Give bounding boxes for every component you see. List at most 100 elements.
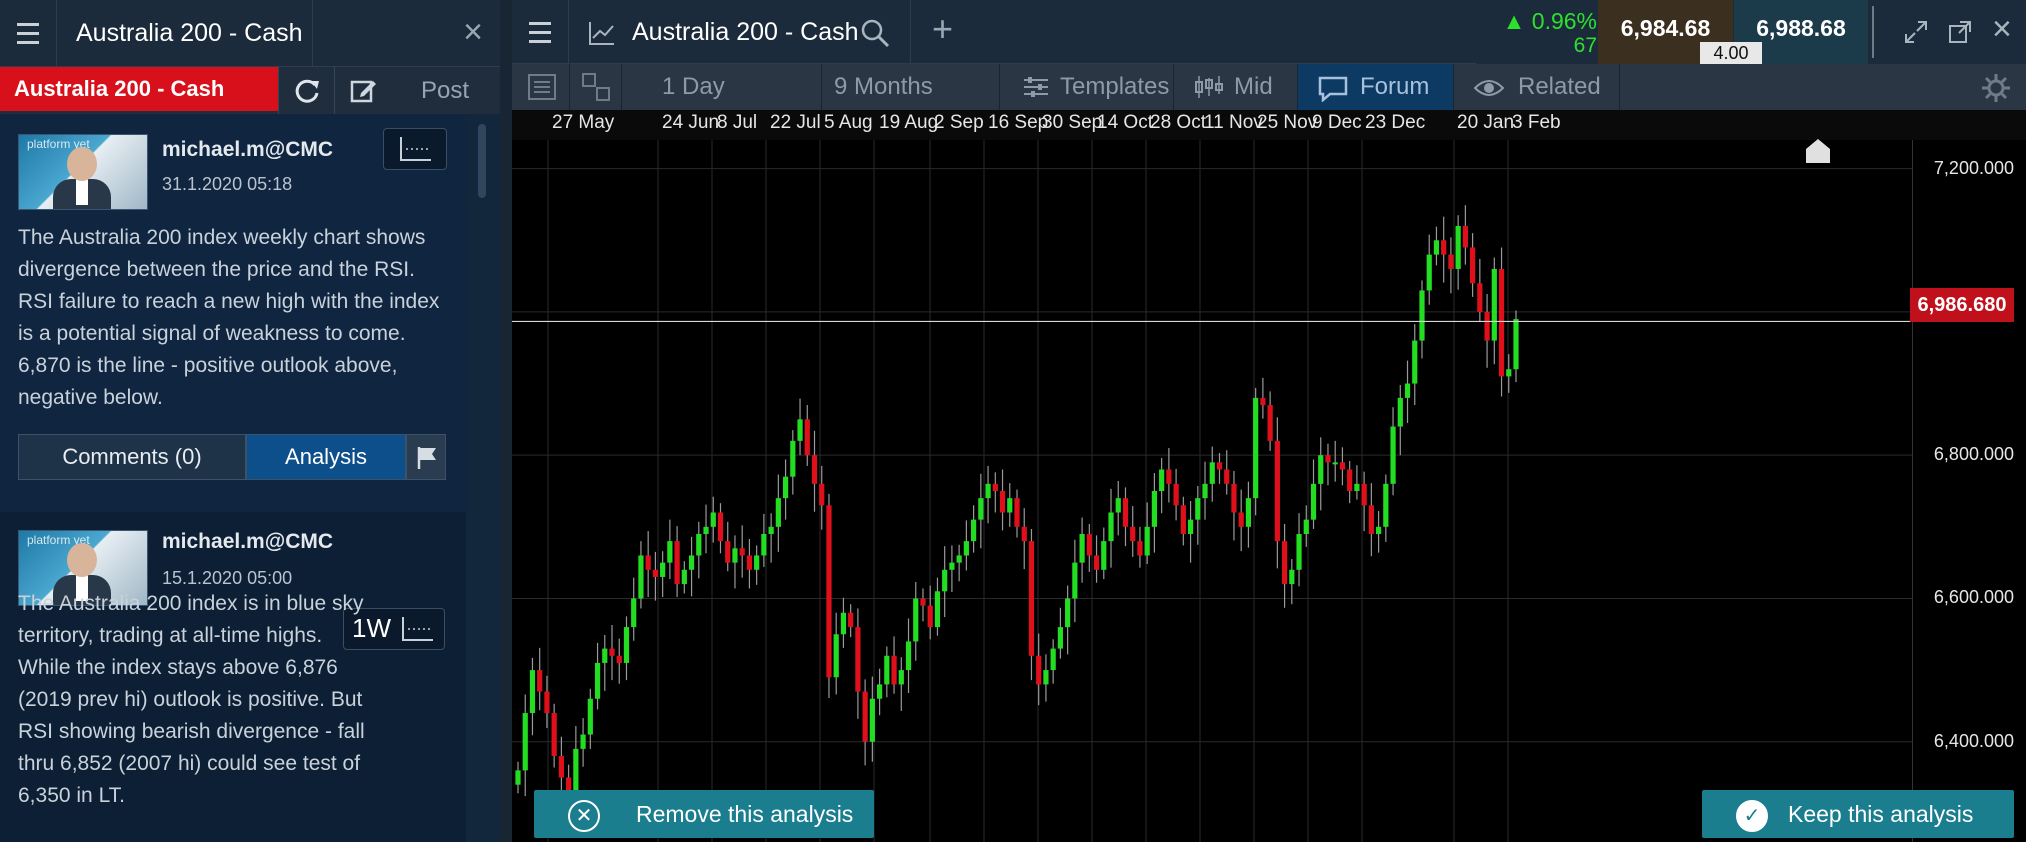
- settings-icon[interactable]: [1982, 74, 2010, 102]
- forum-feed[interactable]: platform yet michael.m@CMC 31.1.2020 05:…: [0, 114, 466, 842]
- popout-icon[interactable]: [1948, 20, 1972, 44]
- forum-post: platform yet michael.m@CMC 31.1.2020 05:…: [0, 114, 466, 512]
- y-tick-label: 6,800.000: [1933, 444, 2014, 465]
- candle-body: [971, 519, 977, 542]
- refresh-icon[interactable]: [278, 67, 334, 114]
- candlestick-chart[interactable]: [512, 140, 1912, 842]
- x-tick-label: 20 Jan: [1457, 112, 1515, 133]
- range-select[interactable]: 9 Months: [822, 64, 1000, 110]
- remove-analysis-button[interactable]: ✕ Remove this analysis: [534, 790, 874, 838]
- candle-body: [754, 555, 760, 570]
- candle-body: [710, 512, 716, 527]
- candle-body: [1289, 569, 1295, 585]
- chart-title[interactable]: Australia 200 - Cash: [632, 18, 859, 46]
- feed-scrollbar[interactable]: [466, 114, 500, 842]
- candle-body: [717, 512, 724, 542]
- chart-preview-button[interactable]: 1W: [343, 608, 445, 650]
- x-tick-label: 24 Jun: [662, 112, 720, 133]
- check-circle-icon: ✓: [1736, 800, 1768, 832]
- candle-body: [862, 691, 868, 742]
- layout-icon[interactable]: [570, 64, 622, 110]
- close-icon[interactable]: ×: [463, 13, 483, 51]
- x-axis: 27 May 24 Jun 8 Jul 22 Jul 5 Aug 19 Aug 2 Sep 1…: [512, 110, 2026, 140]
- x-tick-label: 25 Nov: [1257, 112, 1318, 133]
- candle-body: [1224, 469, 1230, 484]
- speech-bubble-icon: [1318, 76, 1348, 102]
- tab-related[interactable]: Related: [1454, 64, 1620, 110]
- candle-body: [1028, 541, 1035, 656]
- x-tick-label: 23 Dec: [1365, 112, 1426, 133]
- candle-body: [652, 569, 659, 577]
- candle-body: [804, 419, 810, 456]
- analysis-button[interactable]: Analysis: [246, 434, 406, 480]
- instrument-tag[interactable]: Australia 200 - Cash: [0, 67, 278, 111]
- candle-body: [1332, 462, 1338, 465]
- comments-button[interactable]: Comments (0): [18, 434, 246, 480]
- search-icon[interactable]: [860, 18, 890, 48]
- candle-body: [1339, 462, 1346, 470]
- candle-body: [992, 483, 998, 491]
- candle-body: [587, 698, 593, 735]
- expand-icon[interactable]: [1904, 20, 1928, 44]
- candle-body: [1086, 533, 1092, 556]
- candle-body: [1253, 397, 1259, 499]
- post-body: The Australia 200 index is in blue sky t…: [18, 592, 365, 807]
- price-type-button[interactable]: Mid: [1174, 64, 1298, 110]
- candle-body: [978, 498, 984, 520]
- candle-body: [1057, 627, 1063, 649]
- post-button[interactable]: Post: [390, 67, 500, 114]
- scrollbar-thumb[interactable]: [478, 124, 486, 198]
- panel-splitter[interactable]: [500, 0, 512, 842]
- candle-body: [631, 598, 637, 628]
- home-marker-icon[interactable]: [1804, 138, 1832, 164]
- x-tick-label: 27 May: [552, 112, 615, 133]
- candle-body: [1202, 483, 1208, 499]
- candle-body: [623, 627, 630, 663]
- post-date: 31.1.2020 05:18: [162, 174, 293, 194]
- candle-body: [1404, 383, 1411, 398]
- templates-button[interactable]: Templates: [1000, 64, 1174, 110]
- drag-handle-icon[interactable]: [1872, 6, 1884, 58]
- x-tick-label: 28 Oct: [1150, 112, 1206, 133]
- post-author[interactable]: michael.m@CMC: [162, 530, 334, 553]
- list-icon[interactable]: [512, 64, 570, 110]
- candle-body: [942, 569, 948, 592]
- add-icon[interactable]: +: [932, 8, 954, 49]
- candle-body: [1130, 526, 1136, 542]
- candle-body: [1093, 555, 1100, 570]
- candle-body: [833, 634, 839, 678]
- x-tick-label: 9 Dec: [1312, 112, 1362, 133]
- candle-body: [1412, 340, 1418, 384]
- candle-body: [775, 498, 781, 527]
- chart-preview-icon[interactable]: [383, 128, 447, 170]
- menu-icon[interactable]: [512, 0, 569, 64]
- interval-select[interactable]: 1 Day: [622, 64, 822, 110]
- candle-body: [1419, 290, 1425, 341]
- candle-body: [1484, 311, 1490, 341]
- eye-icon: [1474, 80, 1504, 96]
- edit-icon[interactable]: [334, 67, 390, 114]
- x-tick-label: 16 Sep: [988, 112, 1049, 133]
- candle-body: [1441, 240, 1447, 255]
- candle-body: [1477, 283, 1483, 312]
- candle-body: [674, 541, 680, 585]
- candle-body: [1462, 225, 1468, 248]
- keep-analysis-button[interactable]: ✓ Keep this analysis: [1702, 790, 2014, 838]
- close-icon[interactable]: ×: [1992, 10, 2012, 48]
- close-circle-icon: ✕: [568, 800, 600, 832]
- x-tick-label: 5 Aug: [824, 112, 873, 133]
- tab-forum[interactable]: Forum: [1298, 64, 1454, 110]
- avatar-caption: platform yet: [27, 137, 90, 151]
- menu-icon[interactable]: [0, 0, 57, 67]
- candle-body: [746, 555, 753, 570]
- change-percent: ▲ 0.96%: [1502, 8, 1597, 34]
- divider: [312, 0, 313, 67]
- candle-body: [999, 491, 1006, 513]
- candle-body: [522, 713, 528, 771]
- flag-icon[interactable]: [406, 434, 446, 480]
- candle-body: [1455, 225, 1461, 269]
- candle-body: [963, 541, 969, 556]
- buy-button[interactable]: 6,988.68: [1734, 0, 1868, 64]
- post-author[interactable]: michael.m@CMC: [162, 138, 334, 161]
- candle-body: [927, 605, 933, 628]
